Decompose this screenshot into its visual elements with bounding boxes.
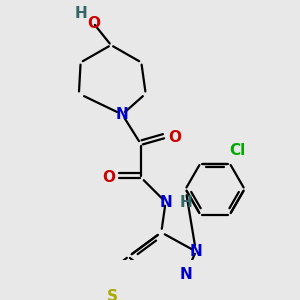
Text: N: N — [179, 266, 192, 281]
Text: O: O — [168, 130, 181, 146]
Text: N: N — [116, 107, 129, 122]
Text: H: H — [75, 5, 88, 20]
Text: S: S — [107, 289, 118, 300]
Text: H: H — [180, 195, 193, 210]
Text: O: O — [102, 170, 115, 185]
Text: N: N — [159, 195, 172, 210]
Text: O: O — [87, 16, 100, 31]
Text: Cl: Cl — [229, 143, 245, 158]
Text: N: N — [190, 244, 202, 259]
